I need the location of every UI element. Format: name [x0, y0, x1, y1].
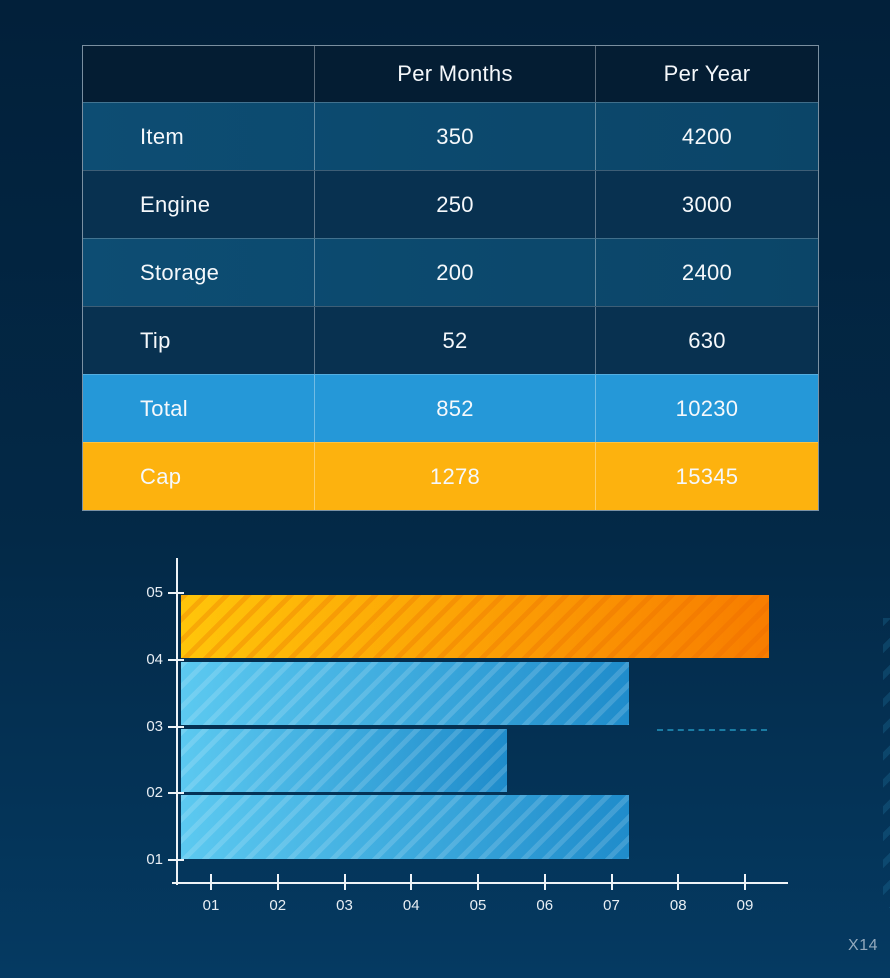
x-tick [610, 874, 613, 890]
row-label-cell: Engine [140, 191, 211, 217]
x-tick-label: 03 [336, 897, 353, 914]
y-axis-line [176, 558, 178, 885]
y-tick [168, 859, 184, 861]
per-months-cell: 1278 [314, 443, 595, 510]
row-label-cell: Total [140, 395, 188, 421]
row-label-cell: Item [140, 123, 184, 149]
header-cell-blank [83, 46, 314, 102]
x-tick-label: 08 [669, 897, 687, 914]
x-tick [210, 874, 212, 890]
table-row: Item 350 4200 [83, 102, 818, 170]
x-tick [477, 874, 479, 890]
header-cell-per-months: Per Months [314, 46, 595, 102]
watermark: X14 [848, 937, 878, 954]
y-tick [168, 792, 184, 795]
per-months-cell: 350 [314, 103, 595, 170]
per-months-cell: 52 [314, 307, 595, 374]
x-tick-label: 05 [469, 897, 487, 914]
y-tick-label: 05 [146, 584, 163, 601]
per-year-cell: 2400 [595, 239, 818, 306]
y-tick [168, 725, 184, 728]
y-tick-label: 02 [146, 784, 163, 802]
table-row: Engine 250 3000 [83, 170, 818, 238]
table-row: Tip 52 630 [83, 306, 818, 374]
y-tick-label: 01 [146, 851, 163, 868]
bar-02-03 [181, 728, 507, 792]
dashed-line [656, 728, 767, 731]
x-tick [410, 874, 413, 890]
table-row: Storage 200 2400 [83, 238, 818, 306]
x-tick [343, 874, 346, 890]
y-tick-label: 04 [146, 650, 163, 668]
x-tick-label: 06 [536, 897, 554, 914]
per-months-cell: 250 [314, 171, 595, 238]
per-year-cell: 15345 [595, 443, 818, 510]
per-months-cell: 200 [314, 239, 595, 306]
table-row: Cap 1278 15345 [83, 442, 818, 510]
y-tick-label: 03 [146, 717, 163, 735]
x-tick [276, 874, 279, 890]
row-label-cell: Cap [140, 463, 182, 489]
x-tick-label: 04 [402, 897, 420, 914]
per-year-cell: 630 [595, 307, 818, 374]
bar-chart: 01 02 03 04 05 01 02 03 04 05 06 07 08 09 [130, 553, 840, 948]
per-year-cell: 4200 [595, 103, 818, 170]
x-tick-label: 09 [736, 897, 754, 914]
x-tick [677, 874, 680, 890]
table-row: Total 852 10230 [83, 374, 818, 442]
x-tick [744, 874, 746, 890]
pricing-table: Per Months Per Year Item 350 4200 Engine 250 30… [82, 45, 819, 511]
y-tick [168, 658, 184, 661]
x-tick-label: 07 [603, 897, 620, 914]
x-tick-label: 01 [202, 897, 220, 914]
x-tick [543, 874, 546, 890]
per-year-cell: 10230 [595, 375, 818, 442]
table-header-row: Per Months Per Year [83, 46, 818, 102]
bar-03-04 [181, 661, 629, 725]
header-cell-per-year: Per Year [595, 46, 818, 102]
bar-01-02 [181, 795, 629, 859]
y-tick [168, 592, 184, 594]
x-tick-label: 02 [269, 897, 287, 914]
row-label-cell: Storage [140, 259, 220, 285]
bar-04-05 [181, 595, 770, 659]
x-axis-line [172, 882, 788, 884]
row-label-cell: Tip [140, 327, 171, 353]
per-months-cell: 852 [314, 375, 595, 442]
edge-decoration [883, 618, 890, 908]
per-year-cell: 3000 [595, 171, 818, 238]
